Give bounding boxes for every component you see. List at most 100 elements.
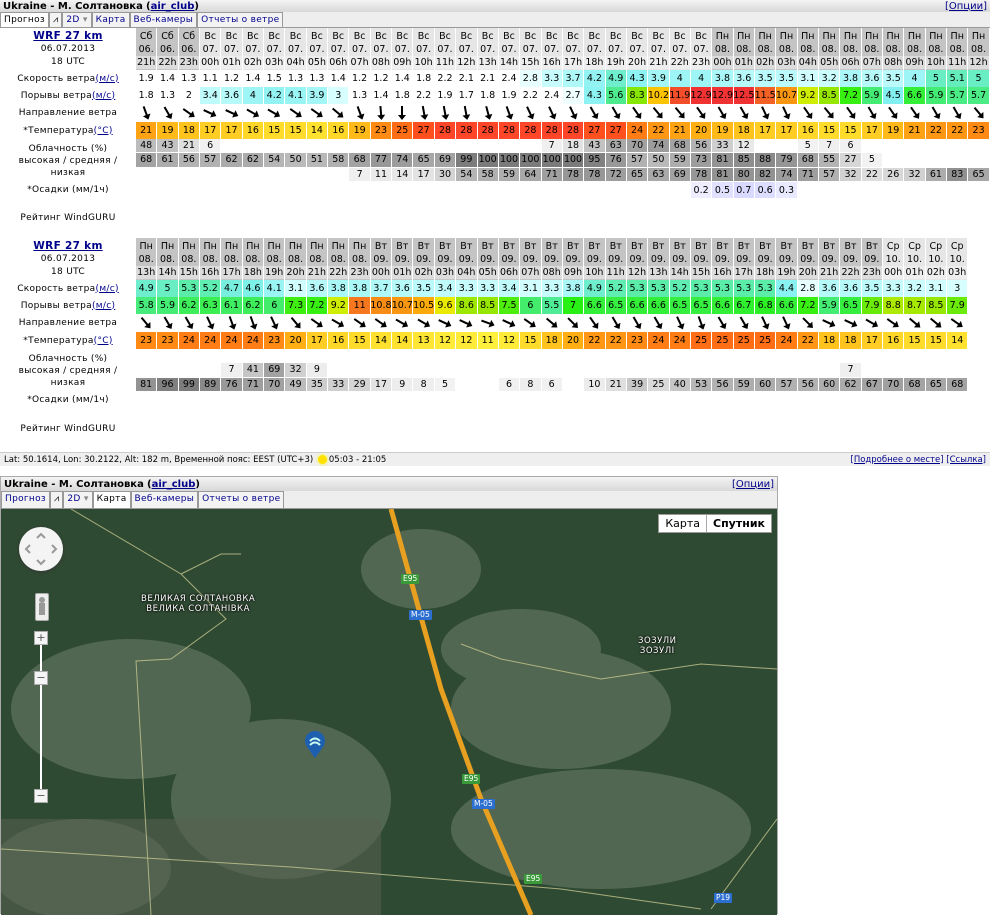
cloud-high-cell xyxy=(435,349,457,363)
pan-control[interactable] xyxy=(19,527,63,571)
speed-label-unit-link[interactable]: (м/с) xyxy=(95,73,119,84)
cloud-low-cell: 56 xyxy=(797,377,819,391)
temp-cell: 28 xyxy=(456,122,478,139)
map-tab-forecast[interactable]: Прогноз xyxy=(1,491,50,508)
map-tab-map[interactable]: Карта xyxy=(92,491,131,508)
tab-forecast[interactable]: Прогноз xyxy=(0,12,49,27)
speed-cell: 5.3 xyxy=(626,280,649,297)
speed-cell: 5.2 xyxy=(605,280,627,297)
cloud-high-cell xyxy=(221,349,243,363)
day-label: Пн xyxy=(801,30,815,42)
hour-label: 09h xyxy=(392,55,413,69)
cloud-mid-cell xyxy=(157,363,179,377)
speed-label-unit-link[interactable]: (м/с) xyxy=(95,283,119,294)
precip-cell xyxy=(776,392,798,408)
map-type-satellite-button[interactable]: Спутник xyxy=(706,515,771,532)
speed-cell: 5.3 xyxy=(712,280,734,297)
tab-2d[interactable]: 2D ▾ xyxy=(62,12,92,27)
day-label: Вс xyxy=(631,30,643,42)
day-label: Вт xyxy=(695,240,708,252)
gust-label-unit-link[interactable]: (м/с) xyxy=(91,90,116,101)
time-column-header: Ср 10. 00h xyxy=(883,238,905,280)
day-label: Вс xyxy=(545,30,558,42)
wind-arrow-icon xyxy=(888,106,898,119)
speed-cell: 2.4 xyxy=(498,70,521,87)
spot-link[interactable]: air_club xyxy=(150,0,195,12)
cloud-high-cell: 6 xyxy=(200,139,222,153)
cloud-mid-cell: 85 xyxy=(733,153,755,167)
cloud-low-cell: 30 xyxy=(434,167,457,181)
satellite-map[interactable]: ВЕЛИКАЯ СОЛТАНОВКА ВЕЛИКА СОЛТАНІВКА ЗОЗУ… xyxy=(1,509,777,915)
wind-arrow-icon xyxy=(569,106,578,120)
details-link[interactable]: [Подробнее о месте] xyxy=(850,454,944,465)
hour-label: 19h xyxy=(605,55,626,69)
cloud-high-cell xyxy=(606,349,627,363)
map-spot-title: Ukraine - М. Солтановка xyxy=(4,478,144,490)
cloud-mid-cell xyxy=(349,363,371,377)
cloud-low-cell: 99 xyxy=(178,377,201,391)
temp-label-unit-link[interactable]: (°C) xyxy=(93,125,113,136)
cloud-mid-cell: 81 xyxy=(712,153,734,167)
gust-label-unit-link[interactable]: (м/с) xyxy=(91,300,116,311)
gust-cell: 7.2 xyxy=(840,87,862,104)
temp-cell: 17 xyxy=(200,122,222,139)
tab-webcams[interactable]: Веб-камеры xyxy=(129,12,198,27)
cloud-mid-cell: 32 xyxy=(285,363,307,377)
precip-cell xyxy=(157,392,179,408)
precip-cell xyxy=(200,182,222,198)
zoom-slider-handle[interactable]: − xyxy=(34,671,48,685)
cloud-low-cell: 71 xyxy=(242,377,265,391)
gust-cell: 6.1 xyxy=(221,297,243,314)
precip-cell xyxy=(947,392,969,408)
temp-cell: 25 xyxy=(392,122,414,139)
model-link[interactable]: WRF 27 km xyxy=(33,29,103,42)
date-label: 09. xyxy=(522,253,538,265)
wind-direction-cell xyxy=(883,314,905,332)
hour-label: 11h xyxy=(434,55,456,69)
time-column-header: Вс 07. 16h xyxy=(541,28,563,70)
map-tab-2d[interactable]: 2D ▾ xyxy=(63,491,93,508)
graph-icon[interactable]: ⩘ xyxy=(49,12,63,27)
day-label: Ср xyxy=(950,240,964,252)
wind-direction-cell xyxy=(798,104,819,122)
zoom-in-button[interactable]: + xyxy=(34,631,48,645)
wind-arrow-icon xyxy=(246,108,259,118)
map-graph-icon[interactable]: ⩘ xyxy=(50,491,64,508)
wind-arrow-icon xyxy=(441,105,450,120)
map-tab-wind-reports[interactable]: Отчеты о ветре xyxy=(198,491,285,508)
temp-label-unit-link[interactable]: (°C) xyxy=(93,335,113,346)
map-options-link[interactable]: [Опции] xyxy=(731,478,774,490)
map-spot-link[interactable]: air_club xyxy=(151,478,196,490)
temp-cell: 16 xyxy=(797,122,819,139)
tab-map[interactable]: Карта xyxy=(91,12,130,27)
cloud-mid-cell xyxy=(904,363,926,377)
gust-cell: 11 xyxy=(349,297,371,314)
wind-direction-cell xyxy=(264,104,286,122)
time-column-header: Пн 08. 08h xyxy=(883,28,905,70)
cloud-mid-cell: 57 xyxy=(626,153,649,167)
cloud-mid-cell: 69 xyxy=(434,153,457,167)
cloud-mid-cell xyxy=(520,363,542,377)
date-label: 06. xyxy=(181,43,197,55)
time-column-header: Пн 08. 13h xyxy=(136,238,158,280)
tab-wind-reports[interactable]: Отчеты о ветре xyxy=(197,12,284,27)
gust-cell: 11.5 xyxy=(754,87,777,104)
day-label: Вс xyxy=(460,30,473,42)
tab-2d-label: 2D xyxy=(66,15,80,25)
gust-cell: 4 xyxy=(242,87,265,104)
map-tab-webcams[interactable]: Веб-камеры xyxy=(130,491,199,508)
spot-marker-icon[interactable] xyxy=(303,731,327,762)
model-link[interactable]: WRF 27 km xyxy=(33,239,103,252)
zoom-slider-track[interactable] xyxy=(40,645,42,793)
precip-cell xyxy=(136,392,158,408)
date-label: 07. xyxy=(223,43,240,55)
map-type-map-button[interactable]: Карта xyxy=(665,517,700,530)
share-link[interactable]: [Ссылка] xyxy=(946,454,986,465)
street-view-pegman-icon[interactable] xyxy=(35,593,49,621)
options-link[interactable]: [Опции] xyxy=(944,0,987,12)
zoom-out-button[interactable]: − xyxy=(34,789,48,803)
temp-cell: 17 xyxy=(861,332,884,349)
cloud-high-cell xyxy=(926,139,948,153)
gust-cell: 6 xyxy=(264,297,286,314)
day-label: Вт xyxy=(673,240,686,252)
